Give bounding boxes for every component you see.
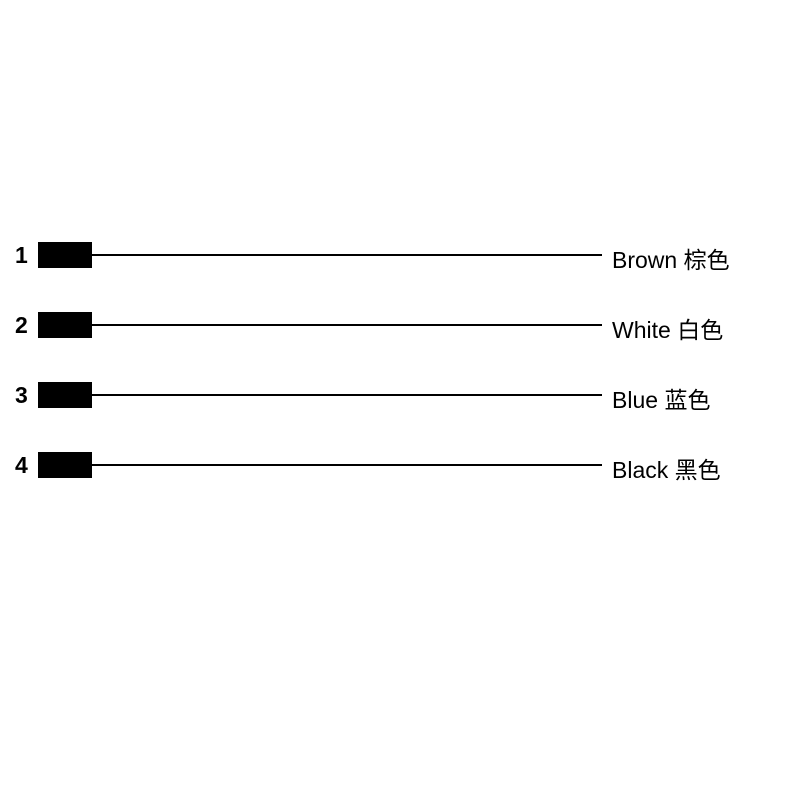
connector-block-1	[38, 242, 92, 268]
color-label-cn: 黑色	[675, 457, 721, 483]
wire-line-1	[92, 254, 602, 256]
pin-number-4: 4	[15, 452, 28, 479]
pin-number-1: 1	[15, 242, 28, 269]
connector-block-2	[38, 312, 92, 338]
color-label-3: Blue 蓝色	[612, 381, 710, 415]
color-label-cn: 蓝色	[664, 387, 710, 413]
color-label-4: Black 黑色	[612, 451, 721, 485]
color-label-cn: 棕色	[684, 247, 730, 273]
color-label-en: White	[612, 317, 671, 343]
pin-number-2: 2	[15, 312, 28, 339]
wire-line-4	[92, 464, 602, 466]
color-label-cn: 白色	[677, 317, 723, 343]
pin-number-3: 3	[15, 382, 28, 409]
connector-block-3	[38, 382, 92, 408]
wire-line-3	[92, 394, 602, 396]
color-label-2: White 白色	[612, 311, 723, 345]
wire-line-2	[92, 324, 602, 326]
connector-block-4	[38, 452, 92, 478]
color-label-1: Brown 棕色	[612, 241, 730, 275]
color-label-en: Blue	[612, 387, 658, 413]
color-label-en: Black	[612, 457, 668, 483]
color-label-en: Brown	[612, 247, 677, 273]
